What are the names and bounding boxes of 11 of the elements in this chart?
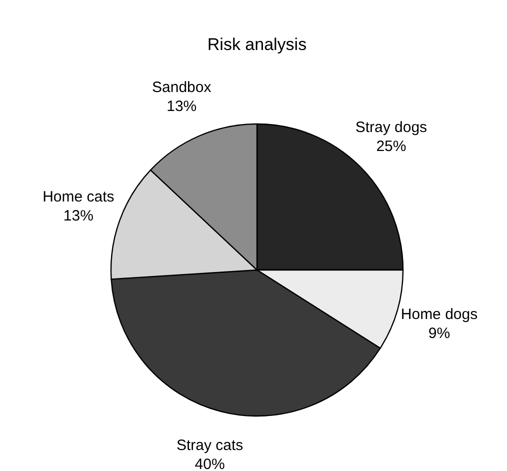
data-label: 13% — [166, 98, 197, 115]
slice-label: Home dogs — [400, 306, 478, 323]
slice-label: Stray dogs — [355, 118, 428, 136]
slice-label: Sandbox — [152, 78, 212, 96]
chart-title: Risk analysis — [207, 35, 307, 54]
slice-label: Stray cats — [176, 436, 244, 454]
data-label: 25% — [376, 138, 406, 155]
data-label: 9% — [428, 324, 450, 342]
data-label: 40% — [194, 456, 225, 471]
slice-label: Home cats — [42, 188, 114, 206]
data-label: 13% — [63, 208, 94, 225]
